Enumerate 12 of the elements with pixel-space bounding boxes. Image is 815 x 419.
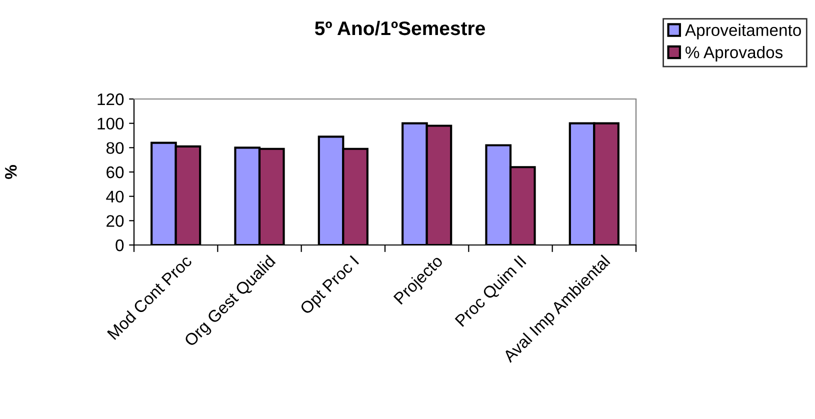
y-tick-label: 20 bbox=[106, 215, 124, 227]
y-tick-label: 60 bbox=[106, 166, 124, 178]
chart-title: 5º Ano/1ºSemestre bbox=[314, 20, 485, 36]
y-tick-label: 40 bbox=[106, 190, 124, 203]
y-tick-label: 0 bbox=[116, 239, 124, 252]
y-tick-label: 100 bbox=[98, 118, 124, 130]
x-tick-label: Opt Proc I bbox=[299, 255, 362, 318]
legend-label: % Aprovados bbox=[686, 46, 783, 62]
y-tick-label: 120 bbox=[98, 93, 124, 106]
legend-label: Aproveitamento bbox=[684, 24, 801, 40]
y-axis-title: % bbox=[5, 165, 17, 179]
y-tick-label: 80 bbox=[106, 142, 124, 154]
